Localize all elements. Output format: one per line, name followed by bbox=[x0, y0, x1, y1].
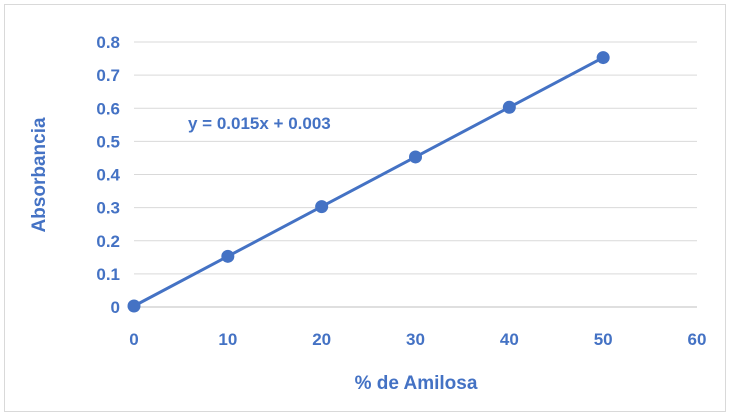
y-tick-label: 0.5 bbox=[96, 132, 120, 151]
y-axis-title: Absorbancia bbox=[29, 117, 50, 233]
trendline-equation: y = 0.015x + 0.003 bbox=[188, 114, 331, 133]
chart-area: 0 0.1 0.2 0.3 0.4 0.5 0.6 0.7 0.8 0 10 20 30 40 50 60 … bbox=[4, 4, 726, 412]
x-tick-label: 40 bbox=[500, 330, 519, 349]
x-tick-label: 20 bbox=[312, 330, 331, 349]
y-tick-label: 0.8 bbox=[96, 33, 120, 52]
data-point bbox=[315, 200, 329, 214]
y-tick-label: 0.6 bbox=[96, 99, 120, 118]
y-tick-label: 0.2 bbox=[96, 232, 120, 251]
x-tick-label: 0 bbox=[129, 330, 138, 349]
y-tick-label: 0.7 bbox=[96, 66, 120, 85]
y-tick-label: 0.1 bbox=[96, 265, 120, 284]
data-point bbox=[596, 51, 610, 65]
gridlines bbox=[134, 41, 697, 308]
x-tick-label: 60 bbox=[688, 330, 707, 349]
y-tick-label: 0 bbox=[111, 298, 120, 317]
x-tick-label: 30 bbox=[406, 330, 425, 349]
x-tick-label: 50 bbox=[594, 330, 613, 349]
data-point bbox=[221, 249, 235, 263]
x-tick-label: 10 bbox=[218, 330, 237, 349]
series-line-path bbox=[133, 56, 604, 308]
x-axis-ticks: 0 10 20 30 40 50 60 bbox=[129, 330, 706, 349]
x-axis-title: % de Amilosa bbox=[355, 373, 478, 394]
data-point bbox=[409, 150, 422, 164]
series-markers bbox=[127, 51, 610, 313]
scatter-chart: 00.10.20.30.40.50.60.70.8 0 10 20 30 40 50 60 … bbox=[29, 33, 706, 394]
y-tick-label: 0.4 bbox=[96, 166, 120, 185]
y-tick-label: 0.3 bbox=[96, 199, 120, 218]
data-point bbox=[127, 299, 141, 313]
y-axis-ticks: 0 0.1 0.2 0.3 0.4 0.5 0.6 0.7 0.8 bbox=[96, 33, 120, 317]
data-point bbox=[502, 100, 516, 114]
series-line bbox=[133, 56, 604, 308]
